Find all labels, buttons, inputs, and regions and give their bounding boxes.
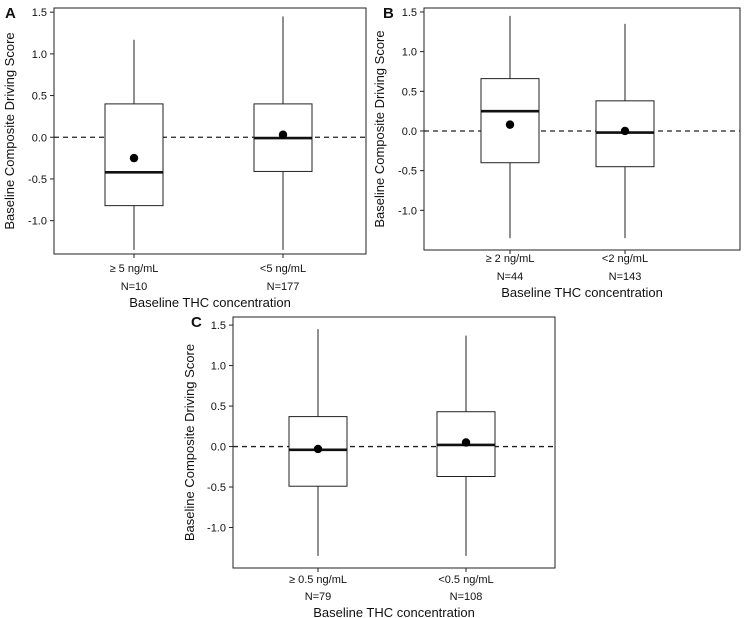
category-label: <2 ng/mL [602,253,648,265]
mean-point [278,130,288,139]
plot-frame [232,316,556,569]
mean-point [129,153,139,163]
y-tick-label: 1.0 [32,49,47,61]
plot-frame [53,7,367,255]
mean-point [461,438,471,447]
panel-b: B -1.0 -0.5 0.0 0.5 1.0 1.5 ≥ 2 ng/mL N=44 <2 ng/… [372,5,741,300]
sample-size-label: N=44 [497,271,524,283]
panel-c: C -1.0 -0.5 0.0 0.5 1.0 1.5 ≥ 0.5 ng/mL N=79 <0.5… [182,314,556,618]
y-axis-title: Baseline Composite Driving Score [182,344,197,541]
box-1: ≥ 0.5 ng/mL N=79 [288,329,348,603]
y-tick-label: 0.5 [32,91,47,103]
mean-point [505,120,515,129]
box-1: ≥ 5 ng/mL N=10 [104,39,164,293]
y-tick-label: 1.5 [32,7,47,19]
panel-a: A -1.0 -0.5 0.0 0.5 1.0 1.5 ≥ 5 ng/mL N=10 <5 ng/… [2,5,367,310]
sample-size-label: N=79 [305,591,332,603]
mean-point [620,126,630,136]
box-2: <5 ng/mL N=177 [253,16,313,293]
y-axis-title: Baseline Composite Driving Score [2,32,17,229]
category-label: <0.5 ng/mL [438,574,493,586]
y-tick-label: 1.0 [211,361,226,373]
y-axis-title: Baseline Composite Driving Score [372,30,387,227]
box-2: <2 ng/mL N=143 [595,23,655,283]
y-tick-label: -0.5 [28,174,47,186]
y-tick-label: -1.0 [28,216,47,228]
y-tick-label: 1.0 [402,47,417,59]
y-tick-label: 1.5 [211,320,226,332]
y-tick-label: 0.5 [402,86,417,98]
y-tick-label: 0.0 [32,132,47,144]
y-tick-label: -0.5 [207,482,226,494]
y-tick-label: -0.5 [398,166,417,178]
y-tick-label: -1.0 [398,205,417,217]
y-tick-label: -1.0 [207,523,226,535]
panel-letter: C [191,314,202,331]
category-label: ≥ 5 ng/mL [110,263,159,275]
mean-point [313,444,323,454]
y-tick-label: 1.5 [402,7,417,19]
box-2: <0.5 ng/mL N=108 [436,335,496,603]
sample-size-label: N=10 [121,281,148,293]
category-label: ≥ 2 ng/mL [486,253,535,265]
sample-size-label: N=143 [609,271,642,283]
x-axis-title: Baseline THC concentration [129,295,291,310]
x-axis-title: Baseline THC concentration [501,285,663,300]
sample-size-label: N=108 [450,591,483,603]
x-axis-title: Baseline THC concentration [313,605,475,618]
panel-letter: A [5,5,16,22]
category-label: ≥ 0.5 ng/mL [289,574,347,586]
box-1: ≥ 2 ng/mL N=44 [480,15,540,283]
plot-frame [423,7,741,251]
sample-size-label: N=177 [267,281,300,293]
panel-letter: B [383,5,394,22]
y-tick-label: 0.0 [211,442,226,454]
category-label: <5 ng/mL [260,263,306,275]
y-tick-label: 0.5 [211,401,226,413]
y-tick-label: 0.0 [402,126,417,138]
